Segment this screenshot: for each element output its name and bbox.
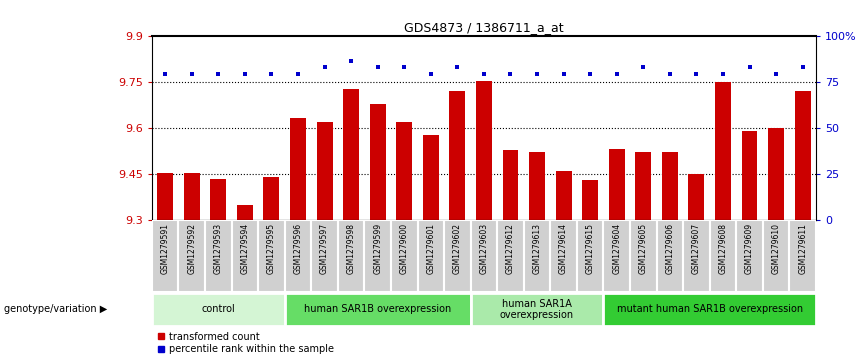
Legend: transformed count, percentile rank within the sample: transformed count, percentile rank withi… (157, 331, 334, 355)
Text: GSM1279592: GSM1279592 (187, 223, 196, 274)
Bar (795, 91, 811, 220)
Bar (603, 220, 630, 292)
Text: human SAR1A
overexpression: human SAR1A overexpression (500, 299, 574, 320)
Text: GSM1279614: GSM1279614 (559, 223, 568, 274)
Text: control: control (201, 305, 235, 314)
Bar (470, 293, 603, 326)
Text: GSM1279594: GSM1279594 (240, 223, 249, 274)
Title: GDS4873 / 1386711_a_at: GDS4873 / 1386711_a_at (404, 21, 563, 34)
Bar (312, 220, 338, 292)
Bar (577, 220, 603, 292)
Bar (763, 220, 789, 292)
Text: GSM1279604: GSM1279604 (612, 223, 621, 274)
Text: human SAR1B overexpression: human SAR1B overexpression (304, 305, 451, 314)
Bar (768, 128, 784, 220)
Text: GSM1279598: GSM1279598 (346, 223, 356, 274)
Text: GSM1279596: GSM1279596 (293, 223, 302, 274)
Bar (365, 220, 391, 292)
Text: GSM1279612: GSM1279612 (506, 223, 515, 274)
Text: GSM1279597: GSM1279597 (320, 223, 329, 274)
Bar (397, 122, 412, 220)
Bar (290, 118, 306, 220)
Text: genotype/variation ▶: genotype/variation ▶ (4, 305, 108, 314)
Bar (237, 205, 253, 220)
Bar (152, 293, 285, 326)
Bar (338, 220, 365, 292)
Bar (184, 174, 200, 220)
Bar (285, 220, 312, 292)
Text: GSM1279599: GSM1279599 (373, 223, 382, 274)
Bar (423, 135, 438, 220)
Bar (152, 220, 179, 292)
Bar (789, 220, 816, 292)
Text: GSM1279600: GSM1279600 (400, 223, 409, 274)
Bar (450, 91, 465, 220)
Bar (232, 220, 258, 292)
Text: GSM1279610: GSM1279610 (772, 223, 780, 274)
Text: GSM1279593: GSM1279593 (214, 223, 223, 274)
Bar (635, 152, 651, 220)
Text: GSM1279591: GSM1279591 (161, 223, 169, 274)
Bar (205, 220, 232, 292)
Bar (317, 122, 332, 220)
Bar (529, 152, 545, 220)
Bar (470, 220, 497, 292)
Bar (630, 220, 656, 292)
Bar (656, 220, 683, 292)
Text: GSM1279595: GSM1279595 (267, 223, 276, 274)
Text: GSM1279608: GSM1279608 (719, 223, 727, 274)
Bar (710, 220, 736, 292)
Text: GSM1279611: GSM1279611 (799, 223, 807, 274)
Bar (476, 81, 492, 220)
Bar (741, 131, 758, 220)
Bar (683, 220, 710, 292)
Bar (582, 180, 598, 220)
Bar (258, 220, 285, 292)
Bar (285, 293, 470, 326)
Bar (179, 220, 205, 292)
Text: GSM1279609: GSM1279609 (745, 223, 754, 274)
Bar (556, 171, 571, 220)
Bar (688, 174, 704, 220)
Bar (157, 173, 173, 220)
Bar (343, 89, 359, 220)
Bar (662, 152, 678, 220)
Text: GSM1279601: GSM1279601 (426, 223, 435, 274)
Bar (370, 104, 385, 220)
Bar (608, 149, 625, 220)
Bar (523, 220, 550, 292)
Text: GSM1279603: GSM1279603 (479, 223, 489, 274)
Bar (550, 220, 577, 292)
Bar (603, 293, 816, 326)
Text: GSM1279606: GSM1279606 (666, 223, 674, 274)
Bar (497, 220, 523, 292)
Text: GSM1279605: GSM1279605 (639, 223, 648, 274)
Bar (418, 220, 444, 292)
Bar (264, 178, 279, 220)
Bar (444, 220, 470, 292)
Text: GSM1279615: GSM1279615 (586, 223, 595, 274)
Bar (391, 220, 418, 292)
Text: GSM1279602: GSM1279602 (453, 223, 462, 274)
Bar (503, 150, 518, 220)
Text: GSM1279613: GSM1279613 (533, 223, 542, 274)
Text: mutant human SAR1B overexpression: mutant human SAR1B overexpression (616, 305, 803, 314)
Bar (736, 220, 763, 292)
Bar (210, 179, 227, 220)
Text: GSM1279607: GSM1279607 (692, 223, 700, 274)
Bar (715, 82, 731, 220)
